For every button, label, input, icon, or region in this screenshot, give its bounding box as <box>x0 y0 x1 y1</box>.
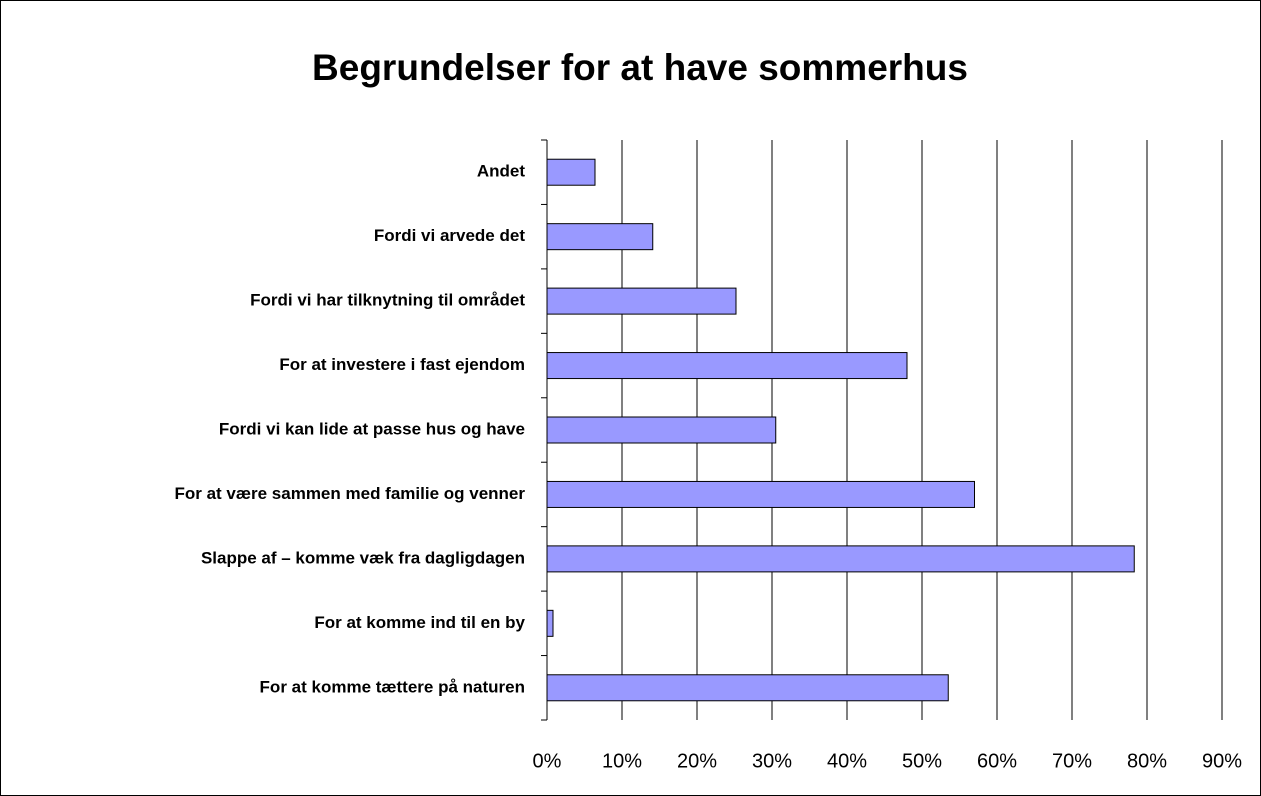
y-tick-label: For at være sammen med familie og venner <box>174 484 525 503</box>
x-tick-label: 40% <box>827 750 867 772</box>
bar <box>546 416 777 444</box>
x-tick-label: 50% <box>902 750 942 772</box>
x-tick-label: 30% <box>752 750 792 772</box>
bar <box>546 674 949 702</box>
y-tick-label: For at komme tættere på naturen <box>260 677 525 696</box>
x-tick-label: 60% <box>977 750 1017 772</box>
x-tick-label: 70% <box>1052 750 1092 772</box>
bar <box>546 609 554 637</box>
x-tick-label: 20% <box>677 750 717 772</box>
bar <box>546 158 596 186</box>
bar <box>546 480 975 508</box>
bar <box>546 545 1135 573</box>
x-tick-label: 10% <box>602 750 642 772</box>
y-tick-label: Andet <box>477 162 526 181</box>
y-tick-label: For at investere i fast ejendom <box>279 355 525 374</box>
bar <box>546 223 654 251</box>
y-tick-label: For at komme ind til en by <box>314 613 525 632</box>
x-tick-label: 0% <box>533 750 562 772</box>
y-tick-label: Fordi vi arvede det <box>374 226 525 245</box>
bar <box>546 287 737 315</box>
y-tick-label: Fordi vi kan lide at passe hus og have <box>219 419 525 438</box>
y-tick-label: Slappe af – komme væk fra dagligdagen <box>201 548 525 567</box>
x-tick-label: 90% <box>1202 750 1242 772</box>
x-tick-label: 80% <box>1127 750 1167 772</box>
bar <box>546 352 908 380</box>
y-tick-label: Fordi vi har tilknytning til området <box>250 291 525 310</box>
chart-title: Begrundelser for at have sommerhus <box>312 47 968 88</box>
